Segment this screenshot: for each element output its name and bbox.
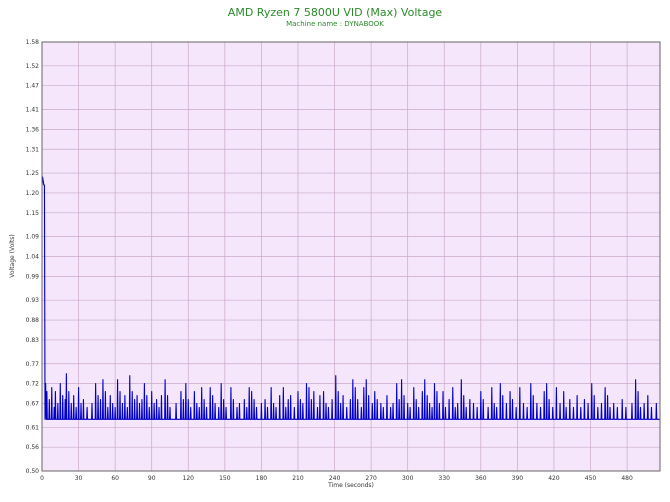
y-tick-label: 0.99	[26, 273, 40, 280]
x-tick-label: 120	[183, 475, 195, 482]
y-tick-label: 1.20	[26, 190, 40, 197]
y-axis-label: Voltage (Volts)	[9, 234, 16, 278]
x-axis-label: Time (seconds)	[327, 482, 374, 489]
x-tick-label: 330	[439, 475, 451, 482]
y-tick-label: 0.88	[26, 317, 40, 324]
y-tick-label: 1.15	[26, 210, 40, 217]
x-tick-label: 480	[621, 475, 633, 482]
y-tick-label: 0.72	[26, 381, 40, 388]
x-tick-label: 0	[40, 475, 44, 482]
y-tick-label: 1.31	[26, 146, 40, 153]
y-tick-label: 0.50	[26, 468, 40, 475]
x-tick-label: 150	[219, 475, 231, 482]
series-line	[41, 176, 660, 420]
y-tick-label: 1.52	[26, 63, 40, 70]
x-tick-label: 90	[148, 475, 156, 482]
plot-frame	[41, 41, 661, 472]
chart-subtitle: Machine name : DYNABOOK	[286, 20, 384, 28]
x-tick-label: 210	[292, 475, 304, 482]
x-tick-label: 420	[548, 475, 560, 482]
y-tick-label: 1.47	[26, 83, 40, 90]
chart-title: AMD Ryzen 7 5800U VID (Max) Voltage	[227, 6, 443, 19]
x-tick-label: 60	[111, 475, 119, 482]
y-tick-label: 0.93	[26, 297, 40, 304]
y-tick-label: 1.25	[26, 170, 40, 177]
y-tick-label: 1.36	[26, 126, 40, 133]
y-tick-label: 0.77	[26, 361, 40, 368]
x-tick-label: 240	[329, 475, 341, 482]
y-tick-label: 1.04	[26, 254, 40, 261]
series-layer	[41, 176, 660, 420]
x-tick-label: 300	[402, 475, 414, 482]
y-tick-labels: 0.50 0.56 0.61 0.67 0.72 0.77 0.83 0.88 0.93 0.99…	[26, 39, 40, 475]
x-tick-label: 450	[585, 475, 597, 482]
y-tick-label: 0.61	[26, 424, 40, 431]
y-tick-label: 0.67	[26, 400, 40, 407]
y-tick-label: 1.41	[26, 107, 40, 114]
x-tick-label: 270	[365, 475, 377, 482]
y-tick-label: 1.09	[26, 234, 40, 241]
x-tick-label: 360	[475, 475, 487, 482]
y-tick-label: 0.83	[26, 337, 40, 344]
y-tick-label: 0.56	[26, 444, 40, 451]
x-tick-label: 180	[256, 475, 268, 482]
x-tick-label: 390	[512, 475, 524, 482]
x-tick-label: 30	[75, 475, 83, 482]
x-tick-labels: 0 30 60 90 120 150 180 210 240 270 300 330 360 390 420…	[40, 475, 633, 482]
y-tick-label: 1.58	[26, 39, 40, 46]
